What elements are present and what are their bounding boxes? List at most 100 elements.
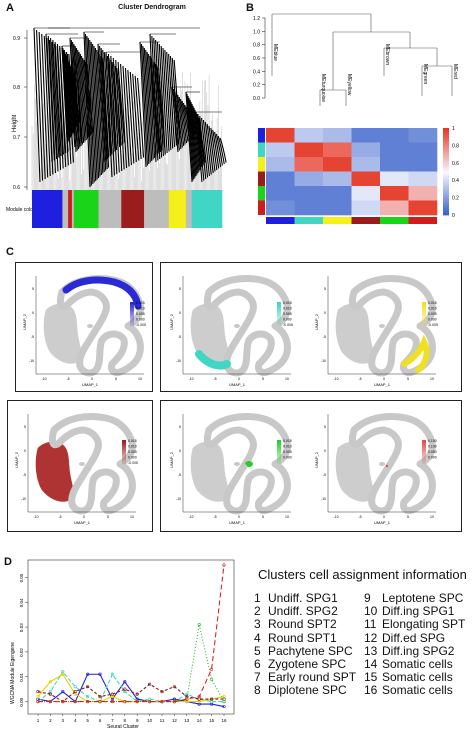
dendrogram-branches <box>31 27 227 200</box>
line-series-point <box>110 672 114 676</box>
dendrogram-dense-branch <box>107 53 115 176</box>
dendrogram-dense-branch <box>208 125 216 172</box>
umap-feature-plot: -10 -5 0 5 1050-5-10UMAP_1UMAP_20.0150.0100.… <box>22 275 146 387</box>
umap-xtick-label: 10 <box>430 515 434 519</box>
line-series-point <box>85 685 90 689</box>
umap-colorbar-step <box>422 306 426 309</box>
umap-ytick-label: 5 <box>179 425 181 429</box>
umap-xtick-label: 0 <box>83 515 85 519</box>
umap-colorbar-step <box>422 308 426 311</box>
line-series-point <box>61 672 65 676</box>
dendrogram-dense-branch <box>156 41 164 157</box>
dendrogram-dense-branch <box>93 45 101 177</box>
umap-xtick-label: 10 <box>430 377 434 381</box>
umap-ytick-label: 0 <box>179 449 181 453</box>
umap-colorbar-step <box>422 312 426 315</box>
cluster-number: 6 <box>254 657 261 672</box>
line-chart-frame <box>27 559 235 715</box>
dendrogram-dense-branch <box>92 43 100 179</box>
umap-xtick-label: -5 <box>58 515 61 519</box>
heatmap-column-color <box>351 217 380 224</box>
color-scale-step <box>443 158 449 162</box>
heatmap-cell <box>351 186 381 201</box>
umap-colorbar-label: 0.015 <box>283 439 292 443</box>
line-series-point <box>135 699 139 704</box>
heatmap-row-color <box>258 157 265 172</box>
heatmap-column-color <box>408 217 437 224</box>
line-series-point <box>48 680 53 684</box>
dendrogram-dense-branch <box>67 59 75 132</box>
dendrogram-dense-branch <box>45 33 53 163</box>
umap-colorbar-step <box>422 316 426 319</box>
dendrogram-dense-branch <box>217 135 225 165</box>
umap-colorbar-step <box>130 308 134 311</box>
umap-xtick-label: 0 <box>238 515 240 519</box>
line-series <box>37 670 224 703</box>
dendrogram-dense-branch <box>36 29 44 181</box>
umap-colorbar-label: 0.010 <box>128 445 137 449</box>
cluster-legend-row: 13 Diff.ing SPG2 <box>364 643 465 658</box>
umap-main-arc <box>56 275 144 377</box>
cluster-cell-type: Diff.ing SPG2 <box>382 643 455 658</box>
cluster-cell-type: Pachytene SPC <box>268 643 353 658</box>
color-scale-step <box>443 206 449 209</box>
color-scale-step <box>443 195 449 198</box>
line-chart-ytick-label: 0.03 <box>19 623 24 632</box>
umap-ytick-label: -10 <box>29 359 34 363</box>
umap-colorbar-label: 0.010 <box>283 445 292 449</box>
dendrogram-dense-branch <box>174 90 182 150</box>
cluster-cell-type: Round SPT2 <box>268 617 337 632</box>
umap-colorbar-step <box>277 306 281 309</box>
umap-xtick-label: -5 <box>358 377 361 381</box>
dendrogram-dense-branch <box>33 27 41 183</box>
heatmap-cell <box>323 186 352 201</box>
dendrogram-dense-branch <box>164 49 172 151</box>
umap-feature-plot: -10 -5 0 5 1050-5-10UMAP_1UMAP_20.0150.0100.… <box>314 275 438 387</box>
umap-xtick-label: 5 <box>115 377 117 381</box>
dendrogram-dense-branch <box>61 45 69 143</box>
dendrogram-dense-branch <box>81 55 89 139</box>
heatmap-cell <box>408 157 438 172</box>
dendrogram-dense-branch <box>185 91 193 183</box>
umap-colorbar-label: 0.005 <box>283 450 292 454</box>
umap-colorbar-step <box>122 440 126 443</box>
umap-colorbar-label: 0.000 <box>428 456 437 460</box>
umap-colorbar-label: 0.000 <box>128 456 137 460</box>
color-scale-step <box>443 149 449 153</box>
color-scale-step <box>443 132 449 135</box>
umap-colorbar-label: 0.000 <box>428 318 437 322</box>
dendrogram-dense-branch <box>190 101 198 175</box>
umap-colorbar-step <box>122 442 126 445</box>
line-series-point <box>36 695 40 699</box>
cluster-legend-row: 7 Early round SPT <box>254 671 356 684</box>
umap-ytick-label: 0 <box>324 311 326 315</box>
umap-ytick-label: -10 <box>21 497 26 501</box>
module-color-segment <box>62 190 69 228</box>
module-color-segment <box>71 190 75 228</box>
umap-colorbar-step <box>422 460 426 463</box>
umap-colorbar-step <box>122 448 126 451</box>
umap-colorbar-step <box>277 318 281 321</box>
line-chart-xtick-label: 8 <box>124 718 127 723</box>
module-colors-bar <box>32 190 223 228</box>
dendrogram-dense-branch <box>132 73 140 161</box>
heatmap-cell <box>266 128 295 143</box>
umap-colorbar-label: 0.015 <box>428 301 437 305</box>
line-chart-xtick-label: 15 <box>209 718 215 723</box>
color-scale-step <box>443 156 449 159</box>
dendrogram-dense-branch <box>193 107 201 171</box>
cluster-legend-row: 11 Elongating SPT <box>364 618 465 631</box>
color-scale-step <box>443 178 449 181</box>
color-scale-step <box>443 197 449 201</box>
line-series-point <box>85 695 90 699</box>
umap-colorbar-label: 0.150 <box>428 439 437 443</box>
heatmap-row-color <box>258 128 265 143</box>
dendrogram-ytick-label: 0.8 <box>13 85 20 91</box>
line-series-point <box>210 667 214 671</box>
umap-island <box>79 462 85 466</box>
cluster-legend-row: 9 Leptotene SPC <box>364 591 465 605</box>
cluster-legend-row: 15 Somatic cells <box>364 671 465 684</box>
color-scale-step <box>443 188 449 192</box>
cluster-legend-row: 1 Undiff. SPG1 <box>254 591 356 605</box>
